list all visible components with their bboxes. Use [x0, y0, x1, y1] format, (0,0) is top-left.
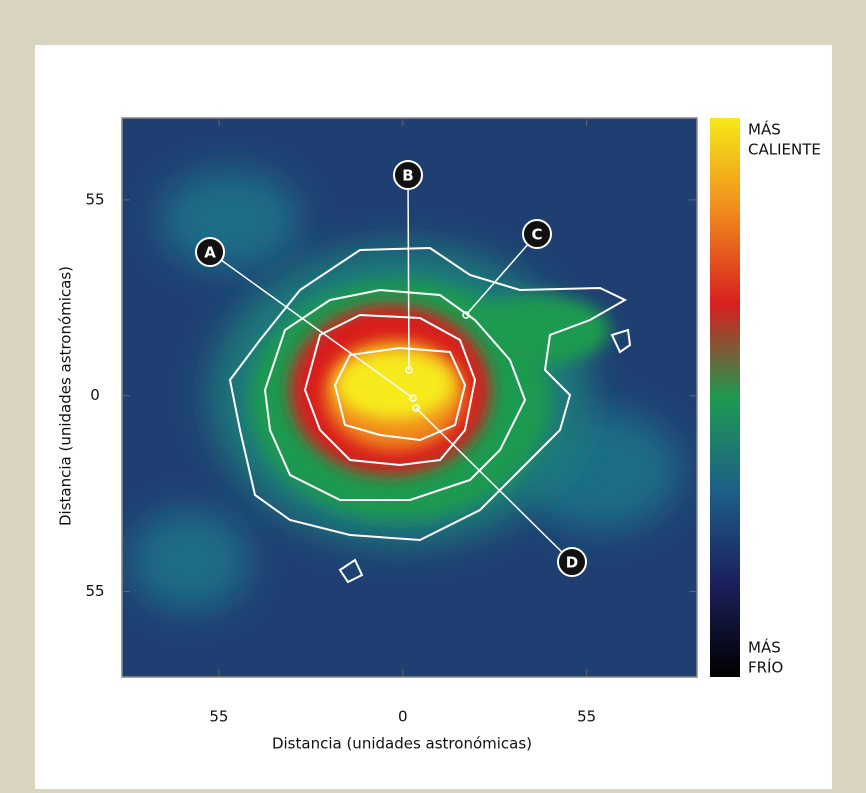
annotation-label: A	[204, 244, 216, 262]
y-tick-label: 55	[85, 190, 104, 208]
colorbar-label: CALIENTE	[748, 141, 821, 159]
annotation-label: D	[566, 554, 578, 572]
colorbar-label: FRÍO	[748, 658, 783, 677]
colorbar-label: MÁS	[748, 120, 781, 139]
figure: 55 0 55 55 0 55 Distancia (unidades astronómic…	[0, 0, 866, 789]
annotation-label: C	[531, 226, 542, 244]
colorbar	[710, 118, 740, 677]
x-axis-label: Distancia (unidades astronómicas)	[272, 735, 532, 753]
y-tick-label: 55	[85, 582, 104, 600]
colorbar-label: MÁS	[748, 638, 781, 657]
x-tick-label: 55	[209, 708, 228, 726]
x-tick-label: 0	[398, 708, 408, 726]
annotation-label: B	[402, 167, 413, 185]
x-tick-label: 55	[577, 708, 596, 726]
y-tick-label: 0	[90, 386, 100, 404]
y-axis-label: Distancia (unidades astronómicas)	[57, 266, 75, 526]
